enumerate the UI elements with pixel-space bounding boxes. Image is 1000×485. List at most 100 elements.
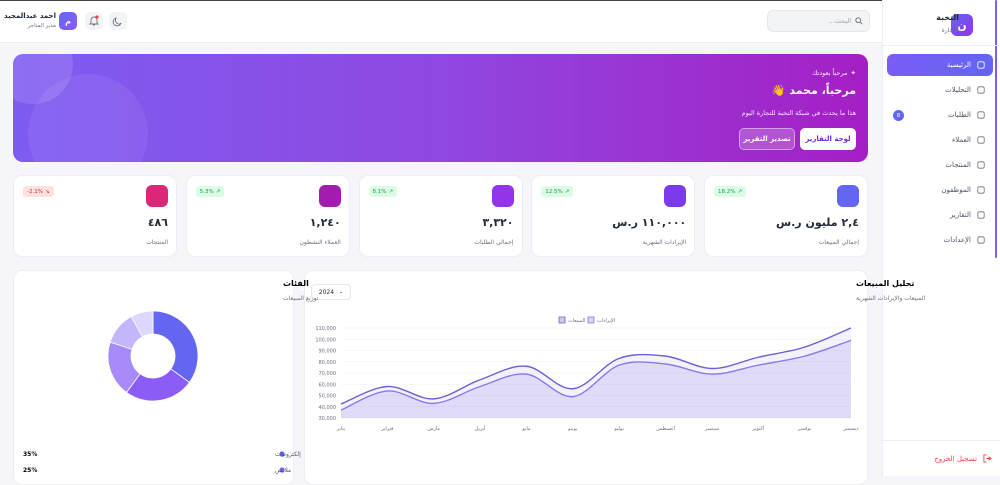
- legend-swatch: [558, 316, 566, 324]
- brand-title: النخبة: [936, 13, 959, 22]
- search-icon: [855, 17, 863, 25]
- stat-icon: [491, 185, 514, 207]
- user-role: مدير المتاجر: [27, 23, 56, 29]
- scrollbar: [995, 0, 997, 258]
- divider: [882, 45, 1000, 46]
- nav-label: الطلبات: [948, 111, 971, 119]
- stat-change: 5.3% ↗: [195, 186, 225, 197]
- banner-subtitle: هذا ما يحدث في شبكة النخبة للتجارة اليوم: [741, 109, 856, 117]
- banner-eyebrow: ✦ مرحباً بعودتك: [812, 69, 856, 77]
- x-tick-label: أبريل: [475, 425, 486, 432]
- nav-icon: [977, 211, 985, 219]
- nav-label: التقارير: [949, 211, 971, 219]
- topbar: [0, 1, 882, 43]
- nav-item[interactable]: الرئيسية: [887, 54, 993, 76]
- banner-title: مرحباً، محمد 👋: [771, 84, 856, 97]
- sales-card: [304, 270, 868, 485]
- moon-icon: [112, 17, 122, 27]
- theme-button[interactable]: [109, 12, 127, 30]
- divider: [882, 440, 1000, 441]
- nav-icon: [977, 236, 985, 244]
- x-tick-label: نوفمبر: [797, 426, 812, 432]
- year-value: 2024: [318, 288, 335, 296]
- x-tick-label: أغسطس: [656, 425, 676, 432]
- brand-subtitle: للتجارة: [941, 27, 959, 34]
- nav-icon: [977, 136, 985, 144]
- stat-card: 5.3% ↗ ١,٢٤٠ العملاء النشطون: [185, 175, 350, 257]
- export-button[interactable]: تصدير التقرير: [739, 128, 795, 150]
- chart-subtitle: توزيع المبيعات: [283, 295, 319, 302]
- x-tick-label: فبراير: [380, 426, 394, 432]
- x-tick-label: مارس: [427, 426, 440, 432]
- nav-label: العملاء: [952, 136, 971, 144]
- nav-item[interactable]: الطلبات: [887, 104, 993, 126]
- legend-dot: [279, 467, 285, 473]
- search-placeholder: البحث...: [828, 17, 851, 25]
- x-tick-label: أكتوبر: [751, 425, 765, 432]
- legend-swatch: [587, 316, 595, 324]
- welcome-banner: [13, 54, 868, 162]
- nav-icon: [977, 61, 985, 69]
- stat-icon: [318, 185, 341, 207]
- nav-icon: [977, 111, 985, 119]
- notifications-button[interactable]: [85, 12, 103, 30]
- chevron: ⌄: [339, 289, 344, 295]
- stat-change-value: 8.1%: [372, 188, 387, 195]
- nav-item[interactable]: العملاء: [887, 129, 993, 151]
- nav-label: المنتجات: [945, 161, 971, 169]
- x-tick-label: مايو: [521, 426, 530, 432]
- chart-title: تحليل المبيعات: [856, 279, 914, 288]
- trend-arrow: ↗: [564, 188, 570, 195]
- nav-item[interactable]: التقارير: [887, 204, 993, 226]
- stat-change-value: 18.2%: [718, 188, 736, 195]
- y-tick-label: 80,000: [319, 360, 337, 366]
- nav-item[interactable]: الإعدادات: [887, 229, 993, 251]
- legend-value: 35%: [23, 451, 37, 458]
- stat-change-value: -2.1%: [27, 188, 43, 195]
- y-tick-label: 50,000: [319, 394, 337, 400]
- stat-icon: [146, 185, 168, 207]
- stat-icon: [837, 185, 859, 207]
- stat-change: -2.1% ↘: [23, 186, 54, 197]
- y-tick-label: 60,000: [319, 382, 337, 388]
- trend-arrow: ↗: [737, 188, 743, 195]
- nav-icon: [977, 161, 985, 169]
- stat-label: العملاء النشطون: [299, 239, 341, 246]
- logout-label: تسجيل الخروج: [934, 454, 977, 463]
- bell-icon: [88, 15, 100, 26]
- logout-icon: [983, 454, 992, 463]
- year-select[interactable]: 2024 ⌄: [311, 284, 351, 300]
- y-tick-label: 70,000: [319, 371, 337, 377]
- y-tick-label: 30,000: [319, 416, 337, 422]
- stat-change: 18.2% ↗: [714, 186, 747, 197]
- stat-icon: [664, 185, 687, 207]
- stat-label: الإيرادات الشهرية: [642, 239, 687, 246]
- donut-segment: [130, 310, 154, 338]
- nav-item[interactable]: التحليلات: [887, 79, 993, 101]
- nav-icon: [977, 186, 985, 194]
- nav-label: الموظفون: [941, 186, 971, 194]
- reports-button[interactable]: لوحة التقارير: [800, 128, 856, 150]
- stat-card: 18.2% ↗ ٢,٤ مليون ر.س إجمالي المبيعات: [704, 175, 868, 257]
- nav-badge: 8: [893, 110, 904, 121]
- user-name: احمد عبدالمجيد: [4, 12, 56, 20]
- series-line: [340, 327, 852, 405]
- sidebar: [882, 0, 1000, 476]
- series-line: [340, 339, 852, 411]
- nav-item[interactable]: الموظفون: [887, 179, 993, 201]
- trend-arrow: ↗: [215, 188, 221, 195]
- search-box[interactable]: البحث...: [767, 10, 870, 32]
- nav-icon: [977, 86, 985, 94]
- x-tick-label: يونيو: [567, 426, 578, 432]
- stat-change: 12.5% ↗: [541, 186, 574, 197]
- eyebrow-text: مرحباً بعودتك: [811, 69, 848, 77]
- nav-item[interactable]: المنتجات: [887, 154, 993, 176]
- stat-card: 12.5% ↗ ١١٠,٠٠٠ ر.س الإيرادات الشهرية: [531, 175, 696, 257]
- top-edge: [0, 0, 882, 1]
- logout-button[interactable]: تسجيل الخروج: [934, 454, 992, 463]
- stat-change-value: 12.5%: [545, 188, 563, 195]
- avatar[interactable]: م: [59, 12, 77, 30]
- stat-label: المنتجات: [146, 239, 168, 246]
